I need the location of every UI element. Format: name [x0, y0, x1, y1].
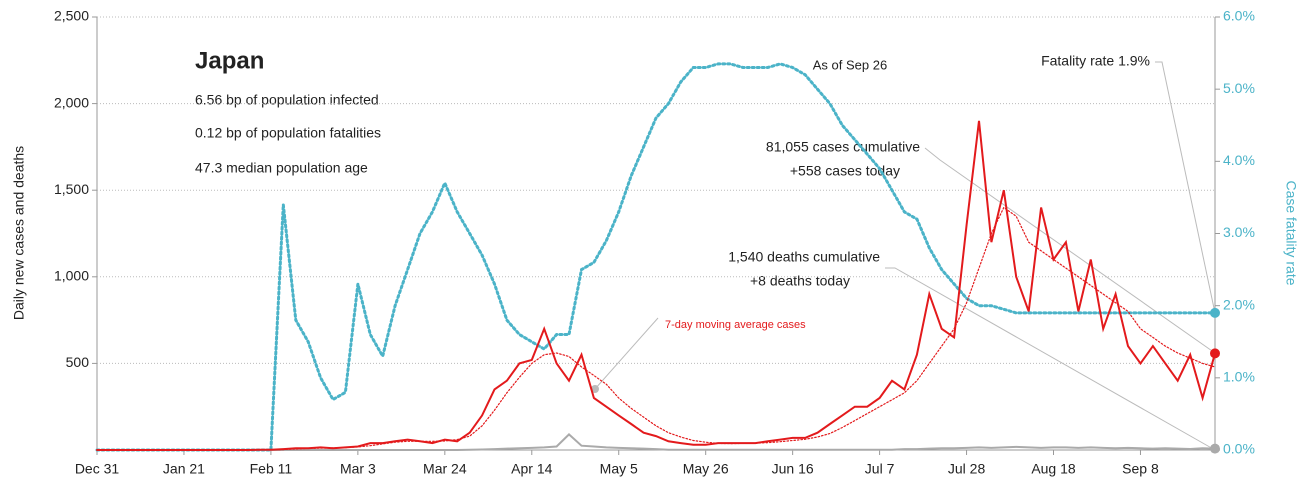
end-dot: [1210, 443, 1220, 454]
x-tick-label: May 5: [600, 461, 638, 477]
x-tick-label: Aug 18: [1031, 461, 1076, 477]
x-tick-label: Sep 8: [1122, 461, 1159, 477]
chart-title: Japan: [195, 47, 264, 74]
y-tick-label: 2,500: [54, 8, 89, 24]
x-tick-label: Jul 28: [948, 461, 986, 477]
annotation: +8 deaths today: [750, 273, 850, 289]
x-tick-label: Mar 3: [340, 461, 376, 477]
annotation-dot: [591, 385, 599, 393]
x-tick-label: Mar 24: [423, 461, 467, 477]
y2-tick-label: 1.0%: [1223, 369, 1255, 385]
x-tick-label: Apr 14: [511, 461, 552, 477]
annotation: 47.3 median population age: [195, 160, 368, 176]
x-tick-label: Jul 7: [865, 461, 895, 477]
y2-tick-label: 4.0%: [1223, 152, 1255, 168]
x-tick-label: May 26: [683, 461, 729, 477]
end-dot: [1210, 348, 1220, 359]
y2-tick-label: 6.0%: [1223, 8, 1255, 24]
annotation: 81,055 cases cumulative: [766, 139, 920, 155]
y-tick-label: 1,000: [54, 268, 89, 284]
annotation: As of Sep 26: [813, 57, 887, 72]
end-dot: [1210, 307, 1220, 318]
series-line: [96, 206, 1216, 451]
series-line: [96, 120, 1216, 451]
x-tick-label: Feb 11: [250, 461, 293, 477]
annotation: 0.12 bp of population fatalities: [195, 125, 381, 141]
y2-tick-label: 0.0%: [1223, 441, 1255, 457]
series-line: [95, 62, 1217, 452]
y2-tick-label: 5.0%: [1223, 80, 1255, 96]
x-tick-label: Jan 21: [163, 461, 205, 477]
annotation: 6.56 bp of population infected: [195, 92, 379, 108]
x-tick-label: Jun 16: [772, 461, 814, 477]
y-axis-label: Daily new cases and deaths: [11, 146, 27, 320]
annotation: Fatality rate 1.9%: [1041, 53, 1150, 69]
leader-line: [885, 267, 1216, 451]
leader-line: [1155, 61, 1216, 314]
annotation: 1,540 deaths cumulative: [728, 249, 880, 265]
leader-line: [924, 147, 1216, 354]
x-tick-label: Dec 31: [75, 461, 120, 477]
y-tick-label: 2,000: [54, 94, 89, 110]
y-tick-label: 1,500: [54, 181, 89, 197]
leader-line: [594, 317, 659, 390]
annotation: 7-day moving average cases: [665, 319, 806, 331]
annotation: +558 cases today: [790, 163, 900, 179]
y2-tick-label: 3.0%: [1223, 224, 1255, 240]
y-tick-label: 500: [66, 354, 90, 370]
y2-axis-label: Case fatality rate: [1283, 180, 1299, 285]
y2-tick-label: 2.0%: [1223, 296, 1255, 312]
